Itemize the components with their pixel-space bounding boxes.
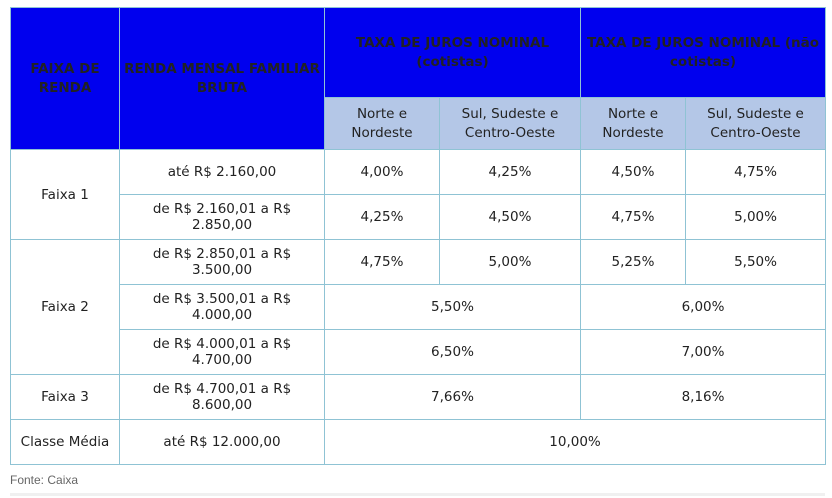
header-faixa: FAIXA DE RENDA <box>10 7 120 150</box>
rate-cell-all: 10,00% <box>323 419 827 465</box>
rate-cell: 4,75% <box>324 239 440 285</box>
subheader-norte-nordeste: Norte e Nordeste <box>580 97 686 150</box>
table-row: de R$ 4.000,01 a R$ 4.700,00 6,50% 7,00% <box>11 329 827 375</box>
interest-rate-table: FAIXA DE RENDA RENDA MENSAL FAMILIAR BRU… <box>10 7 827 465</box>
table-row: Faixa 3 de R$ 4.700,01 a R$ 8.600,00 7,6… <box>10 374 827 420</box>
rate-cell: 4,00% <box>324 149 440 195</box>
table-row: de R$ 2.160,01 a R$ 2.850,00 4,25% 4,50%… <box>11 194 827 240</box>
subheader-sul-sudeste: Sul, Sudeste e Centro-Oeste <box>439 97 581 150</box>
rate-cell: 4,50% <box>580 149 686 195</box>
table-row: de R$ 3.500,01 a R$ 4.000,00 5,50% 6,00% <box>11 284 827 330</box>
subheader-norte-nordeste: Norte e Nordeste <box>324 97 440 150</box>
subheader-sul-sudeste: Sul, Sudeste e Centro-Oeste <box>684 97 827 150</box>
renda-cell: de R$ 2.850,01 a R$ 3.500,00 <box>119 239 325 285</box>
rate-cell: 5,00% <box>439 239 581 285</box>
rate-cell-cotistas: 5,50% <box>324 284 581 330</box>
rate-cell: 5,00% <box>684 194 827 240</box>
table-row: Classe Média até R$ 12.000,00 10,00% <box>10 419 827 465</box>
header-nao-cotistas: TAXA DE JUROS NOMINAL (não cotistas) <box>579 7 827 98</box>
table-row: Faixa 2 de R$ 2.850,01 a R$ 3.500,00 4,7… <box>10 239 827 375</box>
rate-cell: 4,50% <box>439 194 581 240</box>
rate-cell-nao-cotistas: 8,16% <box>579 374 827 420</box>
rate-cell-nao-cotistas: 7,00% <box>579 329 827 375</box>
divider <box>10 493 825 496</box>
header-renda: RENDA MENSAL FAMILIAR BRUTA <box>119 7 325 150</box>
rate-cell: 4,75% <box>684 149 827 195</box>
faixa-cell: Faixa 1 <box>10 149 120 240</box>
renda-cell: de R$ 2.160,01 a R$ 2.850,00 <box>119 194 325 240</box>
faixa-cell: Faixa 3 <box>10 374 120 420</box>
rate-cell-cotistas: 6,50% <box>324 329 581 375</box>
subheader-row: Norte e Nordeste Sul, Sudeste e Centro-O… <box>11 97 827 150</box>
rate-cell: 4,75% <box>580 194 686 240</box>
rate-cell: 4,25% <box>439 149 581 195</box>
renda-cell: de R$ 4.000,01 a R$ 4.700,00 <box>119 329 325 375</box>
source-caption: Fonte: Caixa <box>10 473 79 487</box>
faixa-cell: Faixa 2 <box>10 239 120 375</box>
rate-cell: 5,50% <box>684 239 827 285</box>
renda-cell: de R$ 4.700,01 a R$ 8.600,00 <box>119 374 325 420</box>
faixa-cell: Classe Média <box>10 419 120 465</box>
rate-cell-nao-cotistas: 6,00% <box>579 284 827 330</box>
table-row: Faixa 1 até R$ 2.160,00 4,00% 4,25% 4,50… <box>10 149 827 240</box>
rate-cell: 5,25% <box>580 239 686 285</box>
renda-cell: até R$ 12.000,00 <box>119 419 325 465</box>
renda-cell: até R$ 2.160,00 <box>119 149 325 195</box>
header-row: FAIXA DE RENDA RENDA MENSAL FAMILIAR BRU… <box>10 7 827 150</box>
renda-cell: de R$ 3.500,01 a R$ 4.000,00 <box>119 284 325 330</box>
rate-cell-cotistas: 7,66% <box>324 374 581 420</box>
header-cotistas: TAXA DE JUROS NOMINAL (cotistas) <box>324 7 581 98</box>
rate-cell: 4,25% <box>324 194 440 240</box>
